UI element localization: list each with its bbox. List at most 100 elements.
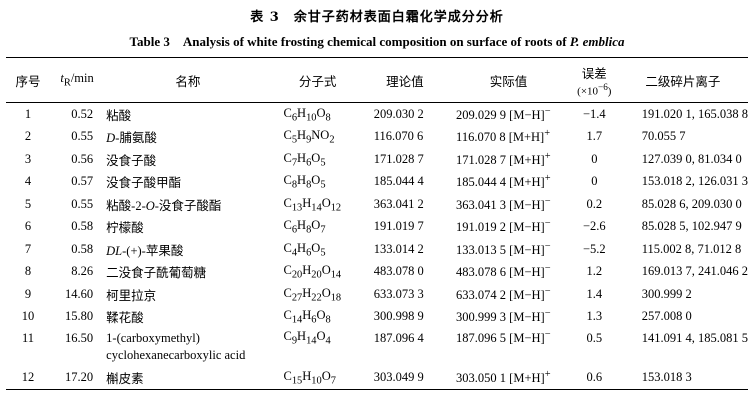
cell-theoretical: 191.019 7: [373, 219, 424, 234]
formula-subscript: 20: [291, 269, 303, 281]
cell-error: 0: [591, 174, 598, 189]
cell-fragments: 300.999 2: [641, 286, 692, 301]
cell-formula: C15H10O7: [272, 366, 364, 389]
table-row: 10 15.80 鞣花酸 C14H6O8 300.998 9 300.999 3 [M−H…: [6, 306, 748, 329]
cell-name: 粘酸: [104, 103, 271, 126]
formula-subscript: 6: [306, 157, 312, 168]
cell-theoretical: 185.044 4: [373, 174, 424, 189]
formula-subscript: 12: [330, 202, 342, 213]
formula-element: C: [283, 195, 292, 210]
cell-theoretical: 633.073 3: [373, 286, 424, 301]
cell-measured: 483.078 6 [M−H]−: [446, 261, 571, 284]
formula-element: O: [316, 308, 326, 322]
formula-element: H: [297, 218, 307, 232]
name-text: 没食子酸: [106, 153, 157, 168]
cell-fragments: 141.091 4, 185.081 5: [641, 330, 748, 345]
cell-formula: C9H14O4: [272, 328, 364, 348]
cell-error: −1.4: [582, 106, 606, 121]
cell-error: −2.6: [582, 219, 606, 234]
formula-element: O: [316, 329, 326, 344]
cell-name: 槲皮素: [104, 366, 271, 389]
formula-subscript: 6: [306, 247, 312, 258]
cell-fragments: 153.018 2, 126.031 3: [641, 174, 748, 189]
cell-name-continued: cyclohexanecarboxylic acid: [106, 348, 246, 362]
formula-subscript: 7: [291, 157, 298, 168]
table-row: 11 16.50 1-(carboxymethyl) C9H14O4 187.096 4…: [6, 328, 748, 348]
table-row: 12 17.20 槲皮素 C15H10O7 303.049 9 303.050 1 [M+…: [6, 366, 748, 389]
cell-empty: [364, 348, 446, 366]
cell-name: DL-(+)-苹果酸: [104, 238, 271, 261]
cell-no: 4: [24, 174, 32, 189]
formula-subscript: 5: [291, 134, 298, 146]
measured-value: 633.074 2 [M−H]: [456, 287, 545, 302]
header-fragments: 二级碎片离子: [645, 74, 721, 89]
ion-charge: −: [544, 218, 551, 230]
ion-charge: −: [544, 263, 551, 275]
cell-name: 鞣花酸: [104, 306, 271, 329]
formula-element: C: [283, 240, 292, 255]
formula-element: O: [321, 368, 331, 383]
ion-charge: +: [544, 368, 551, 380]
name-prefix: 粘酸-2-: [106, 198, 146, 213]
formula-subscript: 14: [306, 335, 317, 347]
cell-formula: C6H8O7: [272, 216, 364, 239]
cell-formula: C5H9NO2: [272, 126, 364, 149]
cell-name: D-脯氨酸: [104, 126, 271, 149]
ion-charge: +: [544, 173, 551, 185]
formula-subscript: 7: [330, 375, 336, 386]
cell-error: 0: [591, 151, 598, 166]
cell-empty: [50, 348, 104, 366]
formula-subscript: 10: [311, 375, 322, 386]
cell-retention-time: 17.20: [65, 369, 94, 384]
header-no: 序号: [15, 74, 41, 89]
cell-formula: C27H22O18: [272, 283, 364, 306]
cell-no: 3: [24, 151, 32, 166]
cell-formula: C8H8O5: [272, 171, 364, 194]
cell-retention-time: 0.55: [71, 196, 94, 211]
cell-no: 8: [24, 264, 32, 279]
ion-charge: −: [544, 329, 551, 341]
measured-value: 171.028 7 [M+H]: [456, 152, 545, 167]
measured-value: 483.078 6 [M−H]: [456, 265, 545, 280]
cell-retention-time: 0.55: [71, 129, 94, 144]
cell-fragments: 127.039 0, 81.034 0: [641, 151, 742, 166]
name-text: 没食子酸甲酯: [106, 176, 182, 191]
cell-fragments: 115.002 8, 71.012 8: [641, 241, 742, 256]
cell-formula: C7H6O5: [272, 148, 364, 171]
cell-measured: 116.070 8 [M+H]+: [446, 126, 571, 149]
formula-element: O: [311, 173, 321, 187]
formula-subscript: 8: [306, 179, 312, 191]
formula-subscript: 22: [311, 292, 322, 303]
formula-element: H: [302, 263, 312, 277]
cell-formula: C20H20O14: [272, 261, 364, 284]
ion-charge: −: [544, 308, 551, 320]
cell-error: 0.5: [586, 330, 603, 345]
cell-name: 1-(carboxymethyl): [104, 328, 271, 348]
header-error-unit-pre: (×10: [577, 85, 599, 98]
measured-value: 185.044 4 [M+H]: [456, 175, 545, 190]
formula-subscript: 7: [320, 224, 326, 236]
formula-element: C: [283, 329, 292, 344]
cell-theoretical: 483.078 0: [373, 264, 424, 279]
formula-subscript: 5: [320, 247, 326, 258]
formula-subscript: 8: [325, 112, 331, 123]
cell-measured: 633.074 2 [M−H]−: [446, 283, 571, 306]
cell-fragments: 169.013 7, 241.046 2: [641, 264, 748, 279]
cell-theoretical: 300.998 9: [373, 309, 424, 324]
formula-element: C: [283, 173, 292, 187]
name-text: 1-(carboxymethyl): [106, 330, 200, 345]
cell-measured: 133.013 5 [M−H]−: [446, 238, 571, 261]
measured-value: 116.070 8 [M+H]: [456, 130, 545, 145]
formula-element: O: [321, 195, 331, 210]
cell-error: 1.3: [586, 309, 603, 324]
formula-element: H: [302, 368, 312, 383]
cell-fragments: 153.018 3: [641, 369, 692, 384]
formula-element: O: [321, 263, 331, 277]
caption-en-text: Table 3 Analysis of white frosting chemi…: [129, 34, 570, 49]
formula-element: H: [297, 173, 307, 187]
measured-value: 303.050 1 [M+H]: [456, 370, 545, 385]
cell-retention-time: 8.26: [71, 264, 94, 279]
cell-name: 柠檬酸: [104, 216, 271, 239]
formula-subscript: 14: [291, 314, 303, 326]
cell-retention-time: 0.58: [71, 219, 94, 234]
